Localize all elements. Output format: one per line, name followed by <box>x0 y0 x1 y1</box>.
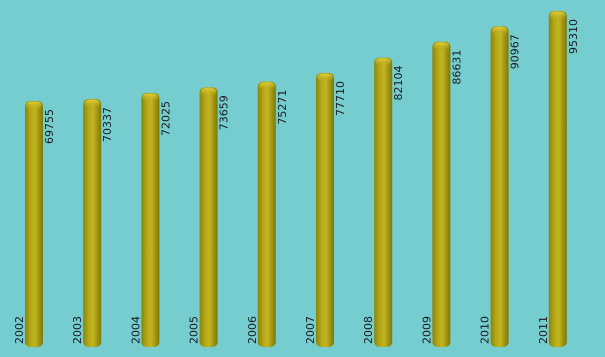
category-label-2009: 2009 <box>420 316 433 344</box>
bar-2005 <box>199 87 218 348</box>
bar-highlight-2003 <box>84 100 101 108</box>
bar-2003 <box>83 99 102 347</box>
value-label-2004: 72025 <box>159 101 172 136</box>
bar-highlight-2007 <box>317 74 333 82</box>
category-label-2005: 2005 <box>188 316 201 344</box>
bar-2008 <box>374 57 393 347</box>
bars-group <box>25 11 567 348</box>
bar-highlight-2010 <box>491 27 508 36</box>
category-label-2010: 2010 <box>479 316 492 344</box>
value-label-2006: 75271 <box>276 90 289 125</box>
bar-2002 <box>25 101 43 347</box>
category-label-2011: 2011 <box>537 316 550 344</box>
category-label-2007: 2007 <box>304 316 317 344</box>
category-label-2006: 2006 <box>246 316 259 344</box>
value-label-2011: 95310 <box>567 19 580 54</box>
bar-highlight-2008 <box>375 58 392 67</box>
value-label-2007: 77710 <box>334 81 347 116</box>
bar-2010 <box>490 26 509 348</box>
category-label-2003: 2003 <box>71 316 84 344</box>
bar-highlight-2005 <box>200 88 217 97</box>
bar-highlight-2004 <box>142 94 159 102</box>
bar-highlight-2011 <box>549 12 566 20</box>
bar-2011 <box>548 11 567 347</box>
value-label-2002: 69755 <box>43 109 56 144</box>
category-label-2004: 2004 <box>129 316 142 344</box>
bar-2009 <box>432 41 451 347</box>
bar-2007 <box>316 73 334 347</box>
value-label-2005: 73659 <box>218 95 231 130</box>
value-label-2008: 82104 <box>392 66 405 101</box>
bar-highlight-2002 <box>26 102 42 110</box>
value-label-2003: 70337 <box>101 107 114 142</box>
bar-2006 <box>257 81 276 347</box>
value-label-2009: 86631 <box>450 50 463 85</box>
bar-highlight-2009 <box>433 42 450 51</box>
value-label-2010: 90967 <box>509 34 522 69</box>
bar-highlight-2006 <box>258 82 275 91</box>
category-label-2008: 2008 <box>362 316 375 344</box>
bar-2004 <box>141 93 160 347</box>
labels-group: 69755 2002 70337 2003 72025 2004 73659 2005 7527… <box>13 19 580 344</box>
category-label-2002: 2002 <box>13 316 26 344</box>
